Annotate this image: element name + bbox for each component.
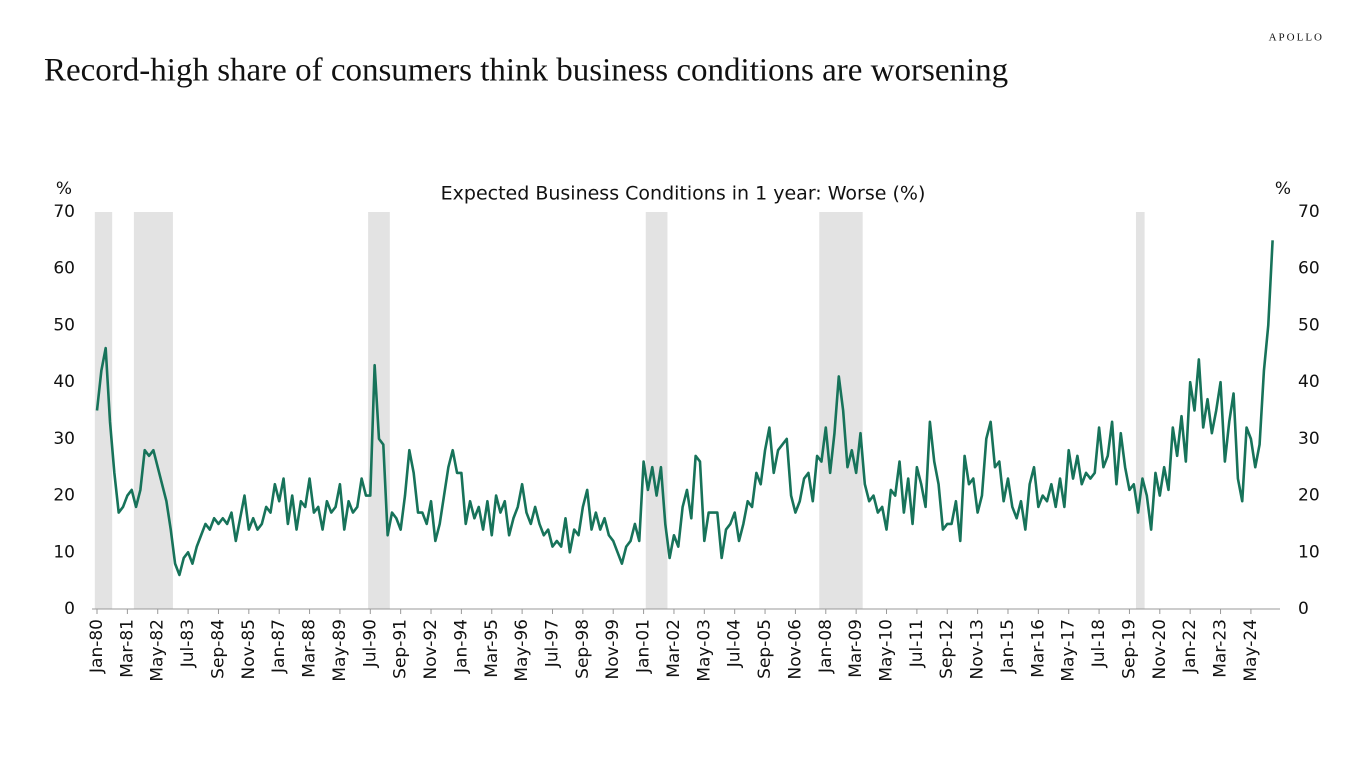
x-tick-label: Jan-80	[87, 619, 107, 674]
y-tick-label: 50	[53, 315, 75, 335]
recession-band	[1135, 212, 1145, 609]
y-tick-label: 30	[53, 429, 75, 449]
y2-tick-label: 20	[1298, 486, 1320, 506]
x-tick-label: May-82	[148, 619, 168, 682]
x-tick-label: May-17	[1059, 619, 1079, 682]
recession-band	[133, 212, 173, 609]
recession-band	[368, 212, 390, 609]
x-tick-label: Jul-90	[360, 619, 380, 668]
x-tick-label: Jul-04	[725, 619, 745, 668]
x-tick-label: Jan-22	[1180, 619, 1200, 674]
chart-subtitle: Expected Business Conditions in 1 year: …	[441, 183, 926, 205]
recession-band	[819, 212, 863, 609]
x-tick-label: Mar-95	[482, 619, 502, 678]
x-tick-label: Jan-08	[816, 619, 836, 674]
x-tick-label: Nov-20	[1150, 619, 1170, 680]
x-tick-label: Jul-97	[542, 619, 562, 668]
recession-band	[94, 212, 113, 609]
x-tick-label: May-96	[512, 619, 532, 682]
y2-tick-label: 30	[1298, 429, 1320, 449]
y2-axis-label: %	[1275, 179, 1291, 199]
chart-title: Record-high share of consumers think bus…	[44, 53, 1008, 89]
x-tick-label: Sep-84	[208, 619, 228, 679]
y-tick-label: 10	[53, 542, 75, 562]
recession-band	[645, 212, 668, 609]
y-axis-label: %	[56, 179, 72, 199]
x-tick-label: Mar-23	[1211, 619, 1231, 678]
x-tick-label: Nov-13	[968, 619, 988, 680]
x-tick-label: May-03	[694, 619, 714, 682]
x-tick-label: Jan-87	[269, 619, 289, 674]
y2-tick-label: 10	[1298, 542, 1320, 562]
y-tick-label: 20	[53, 486, 75, 506]
x-tick-label: May-24	[1241, 619, 1261, 682]
y2-tick-label: 60	[1298, 259, 1320, 279]
y-tick-label: 70	[53, 202, 75, 222]
x-tick-label: Mar-81	[117, 619, 137, 678]
x-tick-label: Jul-18	[1089, 619, 1109, 668]
y-tick-label: 40	[53, 372, 75, 392]
x-tick-label: Mar-16	[1028, 619, 1048, 678]
y-tick-label: 60	[53, 259, 75, 279]
x-tick-label: Sep-91	[391, 619, 411, 679]
x-tick-label: May-89	[330, 619, 350, 682]
x-tick-label: Mar-09	[846, 619, 866, 678]
x-tick-label: Nov-85	[239, 619, 259, 680]
x-tick-label: Sep-12	[937, 619, 957, 679]
x-tick-label: Jan-01	[634, 619, 654, 674]
x-tick-label: Mar-02	[664, 619, 684, 678]
x-tick-label: Nov-92	[421, 619, 441, 680]
x-tick-label: Sep-98	[573, 619, 593, 679]
brand: APOLLO	[1269, 32, 1324, 44]
x-tick-label: Jul-83	[178, 619, 198, 668]
x-tick-label: Nov-99	[603, 619, 623, 680]
y2-tick-label: 0	[1298, 599, 1309, 619]
x-tick-label: Jan-15	[998, 619, 1018, 674]
x-tick-label: Sep-05	[755, 619, 775, 679]
x-tick-label: May-10	[877, 619, 897, 682]
x-tick-label: Sep-19	[1119, 619, 1139, 679]
y2-tick-label: 40	[1298, 372, 1320, 392]
x-tick-label: Jan-94	[451, 619, 471, 674]
x-tick-label: Mar-88	[300, 619, 320, 678]
y2-tick-label: 70	[1298, 202, 1320, 222]
x-tick-label: Nov-06	[785, 619, 805, 680]
series-line	[95, 240, 1274, 577]
x-tick-label: Jul-11	[907, 619, 927, 668]
y2-tick-label: 50	[1298, 315, 1320, 335]
y-tick-label: 0	[64, 599, 75, 619]
